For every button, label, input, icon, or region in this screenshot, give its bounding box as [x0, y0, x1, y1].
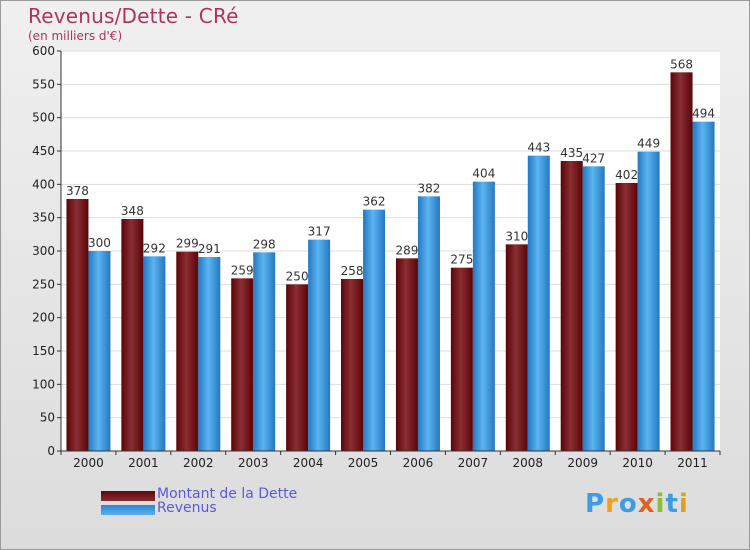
y-tick-label: 150	[32, 344, 55, 358]
label-revenue-2009: 427	[582, 151, 605, 165]
axes: 0 50 100 150 200 250 300 350 400 450 500 550 600 2000…	[32, 44, 721, 470]
label-revenue-2002: 291	[198, 242, 221, 256]
bar-debt-2011	[670, 72, 693, 451]
label-revenue-2000: 300	[88, 236, 111, 250]
logo-letter: i	[678, 489, 689, 519]
y-tick-label: 250	[32, 277, 55, 291]
y-tick-label: 50	[40, 411, 55, 425]
legend-label-revenue: Revenus	[157, 500, 217, 516]
bar-revenue-2009	[582, 166, 605, 452]
bar-revenue-2002	[198, 257, 221, 451]
bar-debt-2002	[176, 251, 199, 451]
x-tick-label: 2004	[293, 456, 324, 470]
bar-debt-2005	[341, 279, 364, 451]
y-tick-label: 100	[32, 377, 55, 391]
bar-debt-2000	[66, 199, 89, 451]
bar-debt-2007	[450, 267, 473, 451]
bar-revenue-2006	[417, 196, 440, 451]
grid-lines	[61, 50, 720, 452]
logo-letter: o	[618, 489, 638, 519]
y-tick-label: 550	[32, 77, 55, 91]
bar-revenue-2003	[253, 252, 276, 451]
x-tick-label: 2007	[458, 456, 489, 470]
x-tick-label: 2008	[513, 456, 544, 470]
label-revenue-2011: 494	[692, 107, 715, 121]
label-debt-2000: 378	[66, 184, 89, 198]
bar-debt-2003	[231, 278, 254, 451]
bar-debt-2004	[286, 284, 309, 451]
label-debt-2010: 402	[615, 168, 638, 182]
bar-revenue-2010	[637, 151, 660, 451]
bar-revenue-2007	[472, 181, 495, 451]
label-revenue-2005: 362	[363, 195, 386, 209]
logo-letter: r	[605, 489, 619, 519]
x-tick-label: 2006	[403, 456, 434, 470]
x-tick-label: 2000	[73, 456, 104, 470]
logo-letter: i	[655, 489, 666, 519]
label-debt-2007: 275	[450, 253, 473, 267]
y-tick-label: 0	[47, 444, 55, 458]
label-debt-2002: 299	[176, 237, 199, 251]
label-revenue-2007: 404	[472, 167, 495, 181]
x-tick-label: 2002	[183, 456, 214, 470]
legend-swatch-debt	[101, 491, 155, 501]
logo-letter: x	[637, 489, 656, 519]
bar-revenue-2004	[308, 239, 331, 451]
x-tick-label: 2009	[567, 456, 598, 470]
y-tick-label: 300	[32, 244, 55, 258]
legend-swatch-revenue	[101, 505, 155, 515]
bar-revenue-2008	[527, 155, 550, 451]
label-revenue-2010: 449	[637, 137, 660, 151]
label-revenue-2004: 317	[308, 225, 331, 239]
y-tick-label: 600	[32, 44, 55, 58]
bar-revenue-2011	[692, 121, 715, 452]
label-debt-2009: 435	[560, 146, 583, 160]
x-tick-label: 2005	[348, 456, 379, 470]
label-debt-2003: 259	[231, 263, 254, 277]
bar-debt-2010	[615, 183, 638, 451]
x-tick-label: 2010	[622, 456, 653, 470]
bar-debt-2008	[505, 244, 528, 451]
bar-debt-2009	[560, 161, 583, 451]
label-revenue-2008: 443	[527, 141, 550, 155]
label-debt-2005: 258	[341, 264, 364, 278]
label-debt-2006: 289	[396, 243, 419, 257]
y-tick-label: 200	[32, 311, 55, 325]
label-debt-2008: 310	[505, 229, 528, 243]
bars	[66, 72, 715, 452]
data-labels: 378 300 348 292 299 291 259 298 250 317 258 362 289 3…	[66, 57, 715, 283]
chart-subtitle: (en milliers d'€)	[28, 29, 123, 43]
bar-revenue-2001	[143, 256, 166, 451]
label-debt-2004: 250	[286, 269, 309, 283]
chart-title: Revenus/Dette - CRé	[28, 4, 239, 28]
y-tick-label: 500	[32, 111, 55, 125]
y-tick-label: 450	[32, 144, 55, 158]
y-tick-label: 350	[32, 211, 55, 225]
label-revenue-2006: 382	[418, 181, 441, 195]
x-tick-label: 2011	[677, 456, 708, 470]
label-debt-2001: 348	[121, 204, 144, 218]
bar-debt-2006	[395, 258, 418, 451]
logo-letter: t	[665, 489, 679, 519]
bar-revenue-2005	[363, 209, 386, 451]
x-tick-label: 2001	[128, 456, 159, 470]
logo-letter: P	[585, 489, 606, 519]
bar-debt-2001	[121, 219, 144, 451]
legend-label-debt: Montant de la Dette	[157, 486, 298, 502]
bar-revenue-2000	[88, 251, 111, 451]
x-tick-label: 2003	[238, 456, 269, 470]
label-revenue-2001: 292	[143, 241, 166, 255]
y-tick-label: 400	[32, 177, 55, 191]
label-revenue-2003: 298	[253, 237, 276, 251]
proxiti-logo: Proxiti	[585, 489, 689, 519]
label-debt-2011: 568	[670, 57, 693, 71]
